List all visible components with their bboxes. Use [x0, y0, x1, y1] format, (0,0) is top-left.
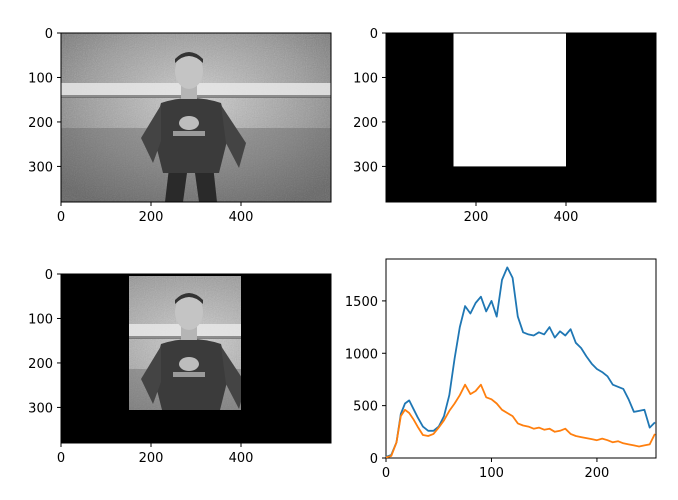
y-tick-label: 1000 — [345, 347, 378, 362]
y-tick-label: 300 — [28, 160, 53, 175]
y-tick-label: 0 — [45, 27, 53, 42]
x-tick-label: 400 — [229, 210, 254, 225]
x-tick-label: 400 — [229, 451, 254, 466]
y-tick-label: 0 — [45, 268, 53, 283]
axes-frame — [385, 258, 657, 459]
x-tick-label: 100 — [479, 466, 504, 481]
axes-histogram: 0 100 200 0 500 1000 1500 — [345, 258, 657, 481]
x-tick-label: 0 — [57, 451, 65, 466]
axes-photo: 0 200 400 0 100 200 300 — [28, 27, 332, 225]
y-tick-label: 0 — [370, 27, 378, 42]
x-tick-label: 200 — [585, 466, 610, 481]
x-tick-label: 200 — [139, 210, 164, 225]
x-tick-label: 400 — [554, 210, 579, 225]
x-tick-label: 200 — [464, 210, 489, 225]
axes-frame — [60, 273, 332, 444]
y-tick-label: 200 — [28, 357, 53, 372]
mask-rectangle — [453, 33, 566, 167]
y-tick-label: 100 — [353, 71, 378, 86]
photo-image — [61, 33, 331, 202]
y-tick-label: 1500 — [345, 295, 378, 310]
y-tick-label: 0 — [370, 452, 378, 467]
y-tick-label: 100 — [28, 71, 53, 86]
y-tick-label: 500 — [353, 400, 378, 415]
y-tick-label: 300 — [28, 401, 53, 416]
histogram-series-line-0 — [385, 266, 656, 458]
y-tick-label: 100 — [28, 312, 53, 327]
y-tick-label: 200 — [28, 116, 53, 131]
y-tick-label: 300 — [353, 160, 378, 175]
x-tick-label: 200 — [139, 451, 164, 466]
axes-frame — [385, 32, 657, 203]
x-tick-label: 0 — [382, 466, 390, 481]
axes-mask: 200 400 0 100 200 300 — [353, 27, 657, 225]
axes-frame — [60, 32, 332, 203]
x-tick-label: 0 — [57, 210, 65, 225]
axes-masked-photo: 0 200 400 0 100 200 300 — [28, 268, 332, 466]
y-tick-label: 200 — [353, 116, 378, 131]
histogram-series-line-1 — [385, 383, 656, 459]
